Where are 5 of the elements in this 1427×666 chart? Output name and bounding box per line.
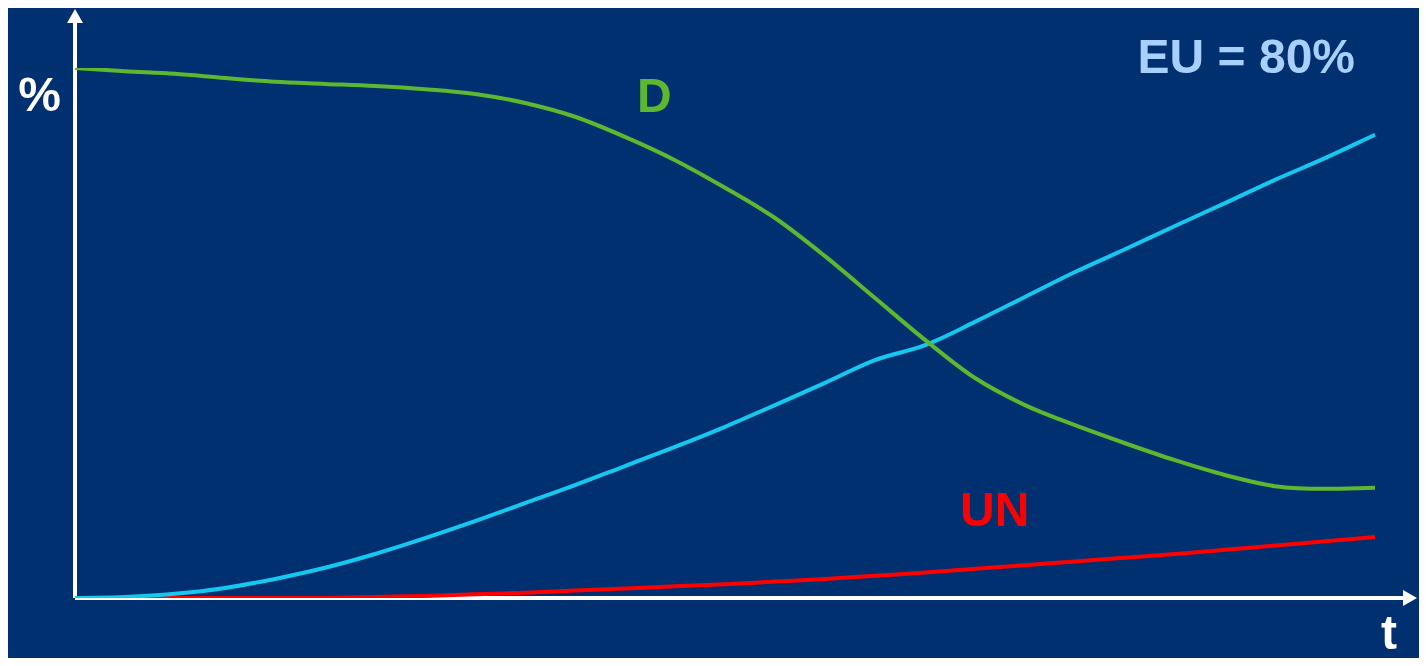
series-label: D <box>637 69 672 123</box>
annotation: EU = 80% <box>1137 30 1355 84</box>
series-label: UN <box>960 483 1030 537</box>
y-axis-title: % <box>18 68 61 122</box>
x-axis-title: t <box>1381 606 1398 660</box>
